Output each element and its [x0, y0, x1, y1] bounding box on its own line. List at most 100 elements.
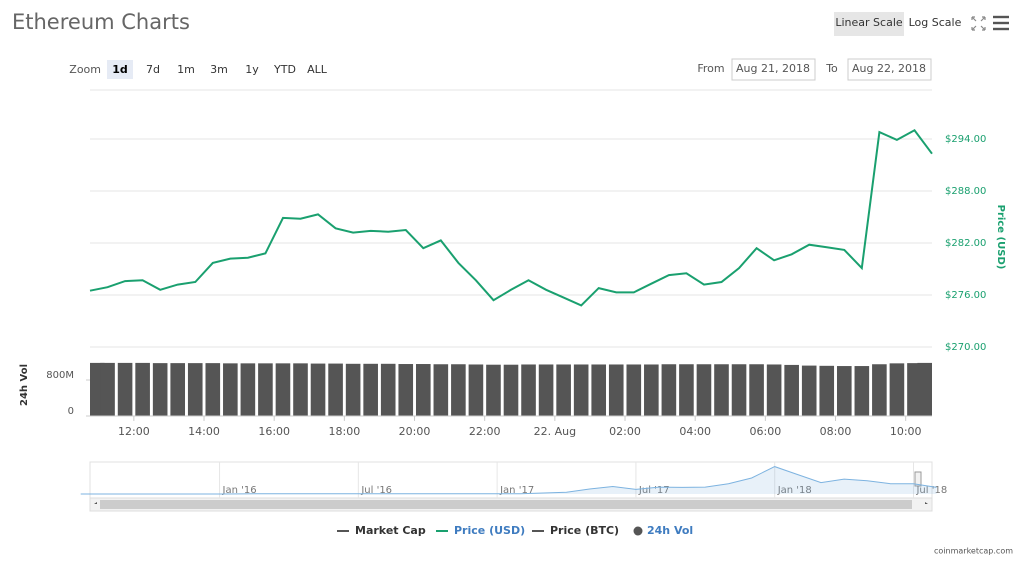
- volume-bar: [433, 364, 449, 416]
- x-tick-label: Jan '18: [777, 485, 812, 496]
- volume-bar: [100, 362, 115, 416]
- volume-bar: [836, 366, 852, 416]
- navigator-area: [80, 466, 937, 494]
- volume-bar: [468, 364, 484, 416]
- volume-bar: [573, 364, 589, 416]
- zoom-button-bg[interactable]: [107, 60, 133, 79]
- volume-bar: [872, 364, 887, 416]
- volume-bar: [415, 364, 431, 416]
- volume-bar: [275, 363, 291, 416]
- legend-label[interactable]: Market Cap: [355, 524, 426, 537]
- volume-bar: [538, 364, 554, 416]
- zoom-button[interactable]: YTD: [273, 63, 296, 76]
- volume-bar: [591, 364, 607, 416]
- volume-bar: [258, 363, 273, 416]
- volume-bar: [696, 364, 712, 416]
- x-tick-label: Jul '18: [915, 485, 947, 496]
- volume-bar: [451, 364, 466, 416]
- volume-bar: [608, 364, 624, 416]
- zoom-button[interactable]: 3m: [210, 63, 228, 76]
- x-tick-label: Jan '16: [222, 485, 257, 496]
- x-tick-label: 08:00: [820, 425, 852, 438]
- volume-bar: [363, 363, 378, 416]
- to-input[interactable]: [847, 58, 932, 81]
- volume-bar: [187, 363, 203, 416]
- volume-bar: [240, 363, 256, 416]
- fullscreen-icon[interactable]: [971, 16, 986, 31]
- y-tick-label: 800M: [46, 370, 74, 381]
- zoom-button[interactable]: 1d: [112, 63, 128, 76]
- volume-bar: [486, 364, 501, 416]
- volume-bar: [749, 364, 764, 416]
- x-tick-label: 16:00: [258, 425, 290, 438]
- volume-bar: [223, 363, 238, 416]
- volume-bar: [293, 363, 308, 416]
- volume-bar: [117, 362, 133, 416]
- navigator-handle[interactable]: [914, 471, 922, 487]
- volume-bar: [731, 364, 747, 416]
- volume-bar: [917, 362, 932, 416]
- page-title: Ethereum Charts: [12, 10, 190, 34]
- y-tick-label: $294.00: [945, 134, 986, 145]
- volume-bar: [889, 363, 905, 416]
- volume-bar: [328, 363, 343, 416]
- zoom-button[interactable]: 7d: [146, 63, 160, 76]
- volume-bar: [152, 363, 168, 416]
- volume-bar: [819, 365, 835, 416]
- zoom-button[interactable]: ALL: [307, 63, 328, 76]
- volume-bar: [784, 364, 799, 416]
- legend-label[interactable]: 24h Vol: [647, 524, 693, 537]
- from-value: Aug 21, 2018: [736, 62, 810, 75]
- volume-bar: [205, 363, 221, 416]
- volume-bar: [714, 364, 729, 416]
- volume-bar: [626, 364, 642, 416]
- x-tick-label: Jan '17: [499, 485, 534, 496]
- x-tick-label: 20:00: [399, 425, 431, 438]
- zoom-button[interactable]: 1y: [245, 63, 259, 76]
- scale-button[interactable]: Linear Scale: [835, 16, 903, 29]
- x-tick-label: 14:00: [188, 425, 220, 438]
- volume-bar: [170, 363, 186, 416]
- x-tick-label: Jul '16: [360, 485, 392, 496]
- navigator-line: [80, 466, 937, 495]
- volume-bar: [135, 362, 150, 416]
- x-tick-label: 06:00: [750, 425, 782, 438]
- x-tick-label: 18:00: [329, 425, 361, 438]
- fullscreen-glyph: [971, 16, 986, 31]
- y-tick-label: $282.00: [945, 238, 986, 249]
- legend-label[interactable]: Price (USD): [454, 524, 525, 537]
- y-axis-label: Price (USD): [995, 205, 1006, 270]
- legend-marker: [633, 526, 643, 536]
- to-value: Aug 22, 2018: [852, 62, 926, 75]
- x-tick-label: 12:00: [118, 425, 150, 438]
- volume-bar: [310, 363, 326, 416]
- legend-label[interactable]: Price (BTC): [550, 524, 619, 537]
- y-tick-label: $276.00: [945, 290, 986, 301]
- x-tick-label: 22:00: [469, 425, 501, 438]
- volume-bar: [679, 364, 694, 416]
- volume-bar: [380, 363, 396, 416]
- volume-bar: [801, 365, 817, 416]
- price-line: [89, 129, 933, 307]
- volume-bar: [854, 366, 870, 416]
- volume-bar: [556, 364, 571, 416]
- from-input[interactable]: [731, 58, 816, 81]
- credit: coinmarketcap.com: [934, 547, 1013, 556]
- volume-bar: [503, 364, 519, 416]
- volume-bar: [398, 364, 414, 416]
- y-tick-label: $288.00: [945, 186, 986, 197]
- y-tick-label: 0: [68, 406, 74, 417]
- x-tick-label: 04:00: [679, 425, 711, 438]
- scale-button-bg[interactable]: [834, 12, 904, 36]
- x-tick-label: 02:00: [609, 425, 641, 438]
- y-tick-label: $270.00: [945, 342, 986, 353]
- volume-bar: [766, 364, 782, 416]
- zoom-button[interactable]: 1m: [177, 63, 195, 76]
- menu-icon[interactable]: [993, 15, 1009, 31]
- from-label: From: [697, 62, 724, 75]
- scale-button[interactable]: Log Scale: [909, 16, 962, 29]
- x-tick-label: 22. Aug: [534, 425, 576, 438]
- scrollbar-thumb[interactable]: [100, 500, 912, 509]
